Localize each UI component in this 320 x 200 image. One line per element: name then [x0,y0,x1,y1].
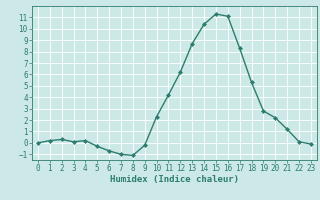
X-axis label: Humidex (Indice chaleur): Humidex (Indice chaleur) [110,175,239,184]
